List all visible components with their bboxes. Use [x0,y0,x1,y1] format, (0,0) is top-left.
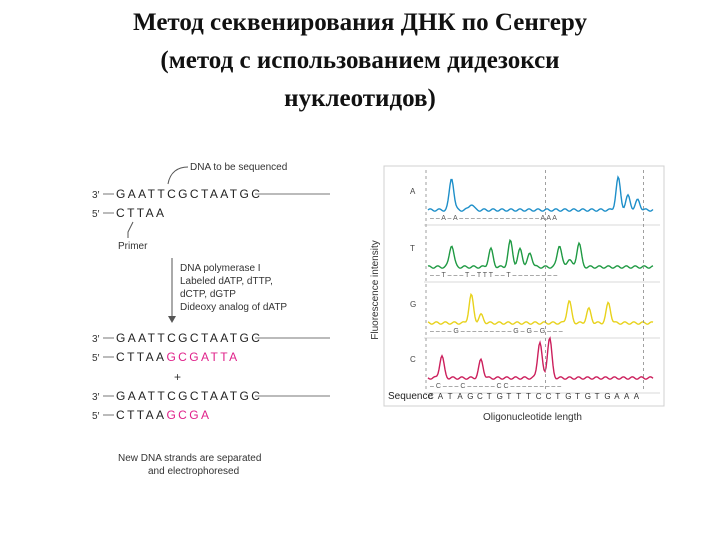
sequence-base: T [555,392,560,401]
five-prime-end-3: 5′ [92,411,100,422]
sequence-base: T [516,392,521,401]
template-strand-2: GAATTCGCTAATGC [116,331,262,345]
sequence-base: C [428,392,434,401]
call-marks-C: – C – – – C – – – – – C C – – – – – – – … [430,383,561,390]
product-1-extension: GCGATTA [166,350,239,364]
trace-C [427,336,654,380]
template-strand-3: GAATTCGCTAATGC [116,389,262,403]
plus-sign: + [174,370,181,384]
primer-sequence: CTTAA [116,206,166,220]
page-title-line2: (метод с использованием дидезокси [160,47,560,74]
sequence-base: A [634,392,640,401]
five-prime-end-2: 5′ [92,353,100,364]
channel-label-A: A [410,187,416,196]
trace-A [427,175,654,212]
sequence-base: T [448,392,453,401]
sequence-base: A [624,392,630,401]
dna-pointer-line [167,166,189,185]
sequence-base: T [595,392,600,401]
channel-lanes: A – – A – A – – – – – – – – – – – – – – A… [410,175,660,394]
template-strand-1: GAATTCGCTAATGC [116,187,262,201]
sequence-base: T [575,392,580,401]
reagent-line4: Dideoxy analog of dATP [180,302,287,313]
sequence-base: C [536,392,542,401]
product-2-primer: CTTAA [116,408,166,422]
call-marks-G: – – – – G – – – – – – – – – G – G – G – … [430,328,563,335]
channel-label-T: T [410,244,415,253]
product-1-primer: CTTAA [116,350,166,364]
sequence-base: G [565,392,571,401]
sequence-label: Sequence [388,391,433,402]
product-1: CTTAAGCGATTA [116,350,239,364]
call-marks-A: – – A – A – – – – – – – – – – – – – – A … [430,215,557,222]
sequence-base: G [467,392,473,401]
separation-note-line1: New DNA strands are separated [118,453,261,464]
sequence-base: T [487,392,492,401]
dna-to-be-sequenced-label: DNA to be sequenced [190,162,287,173]
sequence-base: T [526,392,531,401]
alignment-guides [425,170,644,392]
channel-label-C: C [410,355,416,364]
sequence-base: C [546,392,552,401]
sequence-base: T [506,392,511,401]
three-prime-end-1: 3′ [92,190,100,201]
reagent-line3: dCTP, dGTP [180,289,236,300]
plot-frame [383,165,665,407]
separation-note-line2: and electrophoresed [148,466,239,477]
trace-T [427,238,654,269]
channel-label-G: G [410,300,416,309]
page-title-line3: нуклеотидов) [284,85,436,112]
y-axis-label: Fluorescence intensity [370,240,381,340]
five-prime-end-1: 5′ [92,209,100,220]
call-marks-T: – – T – – – T – T T T – – T – – – – – – … [430,272,557,279]
product-2-extension: GCGA [166,408,211,422]
sequence-base: G [497,392,503,401]
sequence-base: C [477,392,483,401]
sequence-base: A [457,392,463,401]
x-axis-label: Oligonucleotide length [483,412,582,423]
primer-label: Primer [118,241,148,252]
product-2: CTTAAGCGA [116,408,211,422]
sequence-base: G [604,392,610,401]
reagent-line1: DNA polymerase I [180,263,261,274]
trace-G [427,292,654,325]
three-prime-end-2: 3′ [92,334,100,345]
sequence-base: G [585,392,591,401]
sequence-base: A [614,392,620,401]
page-title-line1: Метод секвенирования ДНК по Сенгеру [133,9,587,36]
three-prime-end-3: 3′ [92,392,100,403]
sequence-base: A [438,392,444,401]
reagent-line2: Labeled dATP, dTTP, [180,276,273,287]
